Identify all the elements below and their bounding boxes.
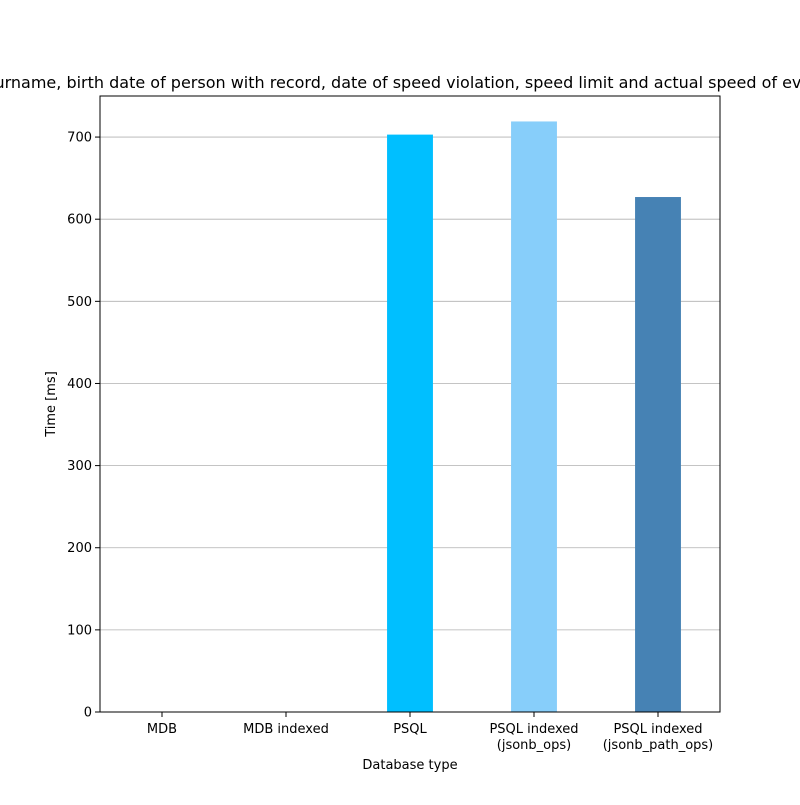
x-tick-label: PSQL indexed (613, 722, 702, 737)
y-tick-label: 0 (84, 706, 92, 721)
bar-3 (511, 121, 557, 713)
bars (387, 121, 681, 713)
x-tick-label: PSQL (393, 722, 427, 737)
bar-2 (387, 134, 433, 712)
y-tick-label: 700 (67, 131, 92, 146)
y-axis-label: Time [ms] (44, 371, 59, 438)
y-tick-label: 400 (67, 377, 92, 392)
x-tick-label: (jsonb_path_ops) (603, 738, 714, 753)
x-axis-label: Database type (362, 758, 457, 773)
x-tick-label: MDB indexed (243, 722, 329, 737)
x-tick-label: PSQL indexed (489, 722, 578, 737)
y-tick-label: 500 (67, 295, 92, 310)
y-ticks: 0 100 200 300 400 500 600 700 (67, 131, 100, 721)
y-tick-label: 200 (67, 541, 92, 556)
x-tick-label: MDB (147, 722, 177, 737)
x-tick-label: (jsonb_ops) (497, 738, 571, 753)
y-tick-label: 300 (67, 459, 92, 474)
chart-title: Get the name, surname, birth date of per… (0, 73, 800, 92)
y-tick-label: 600 (67, 213, 92, 228)
bar-4 (635, 197, 681, 713)
x-ticks: MDB MDB indexed PSQL PSQL indexed(jsonb_ops… (147, 712, 713, 753)
y-tick-label: 100 (67, 623, 92, 638)
